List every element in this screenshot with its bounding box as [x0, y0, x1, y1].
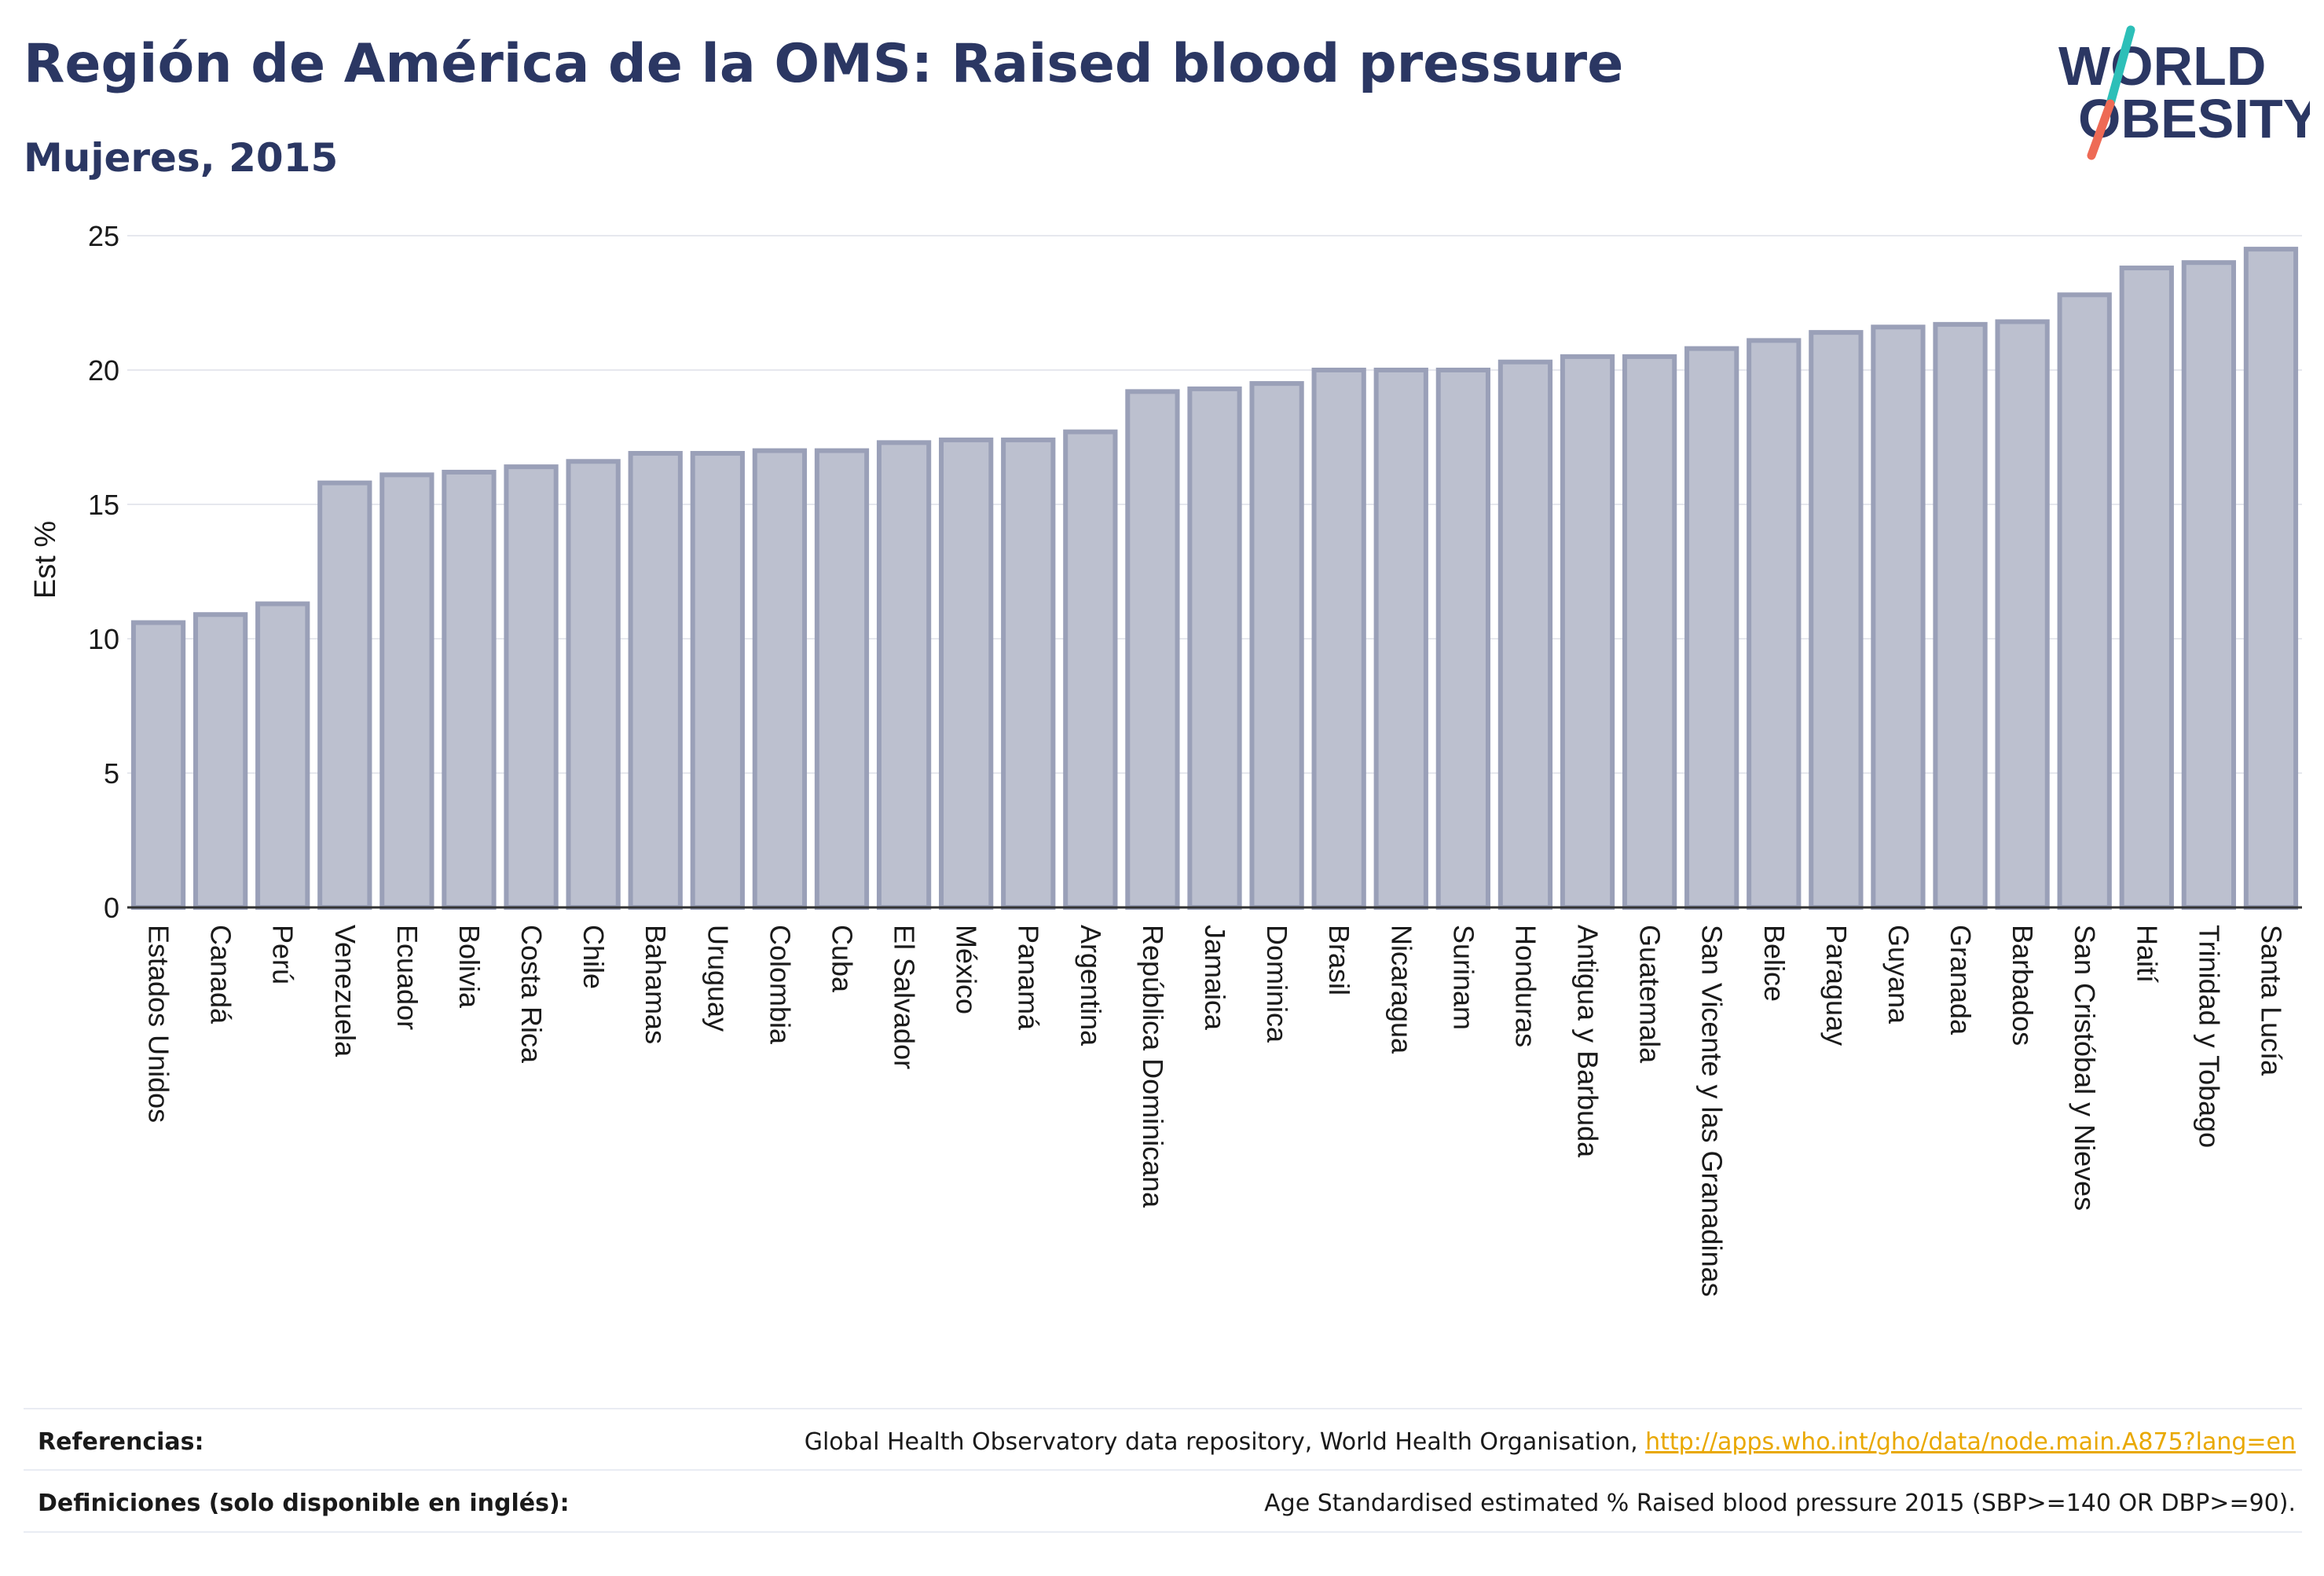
bar: [1622, 354, 1677, 910]
x-tick-label: Panamá: [1013, 925, 1045, 1031]
bar: [1311, 368, 1366, 910]
bar: [1373, 368, 1428, 910]
y-tick-label: 5: [104, 757, 119, 790]
x-tick-label: Belice: [1758, 925, 1791, 1002]
x-tick-label: Nicaragua: [1385, 925, 1417, 1054]
bar: [1933, 321, 1988, 910]
x-tick-label: Uruguay: [702, 925, 734, 1032]
bar: [1435, 368, 1490, 910]
bar: [566, 459, 621, 910]
x-tick-label: Bolivia: [453, 925, 486, 1009]
x-tick-label: Antigua y Barbuda: [1572, 925, 1604, 1158]
x-tick-label: Jamaica: [1199, 925, 1231, 1031]
y-tick-label: 0: [104, 892, 119, 924]
x-tick-label: Barbados: [2007, 925, 2039, 1046]
y-tick-label: 10: [88, 623, 119, 655]
bar: [1747, 338, 1802, 910]
x-tick-label: Dominica: [1261, 925, 1293, 1043]
footer-references: Referencias: Global Health Observatory d…: [24, 1408, 2302, 1474]
bar: [317, 480, 372, 910]
bar: [2243, 247, 2299, 911]
bar: [442, 469, 497, 910]
bar: [2119, 266, 2174, 911]
bar: [939, 437, 994, 910]
bar: [1995, 319, 2050, 910]
bar: [1871, 324, 1926, 910]
footer-definitions: Definiciones (solo disponible en inglés)…: [24, 1469, 2302, 1535]
x-tick-label: Chile: [577, 925, 610, 989]
y-axis-ticks: 0 5 10 15 20 25: [88, 220, 119, 924]
bar: [1560, 354, 1615, 910]
x-tick-label: Perú: [267, 925, 299, 984]
chart-subtitle: Mujeres, 2015: [24, 135, 339, 181]
y-tick-label: 20: [88, 354, 119, 387]
x-tick-label: San Vicente y las Granadinas: [1696, 925, 1728, 1297]
definitions-text: Age Standardised estimated % Raised bloo…: [1264, 1489, 2296, 1517]
bar: [690, 451, 745, 910]
logo-slash-teal: [2106, 25, 2135, 108]
x-tick-label: Estados Unidos: [143, 925, 175, 1123]
references-label: Referencias:: [38, 1428, 204, 1456]
y-tick-label: 25: [88, 220, 119, 252]
bar: [1684, 346, 1739, 910]
x-tick-label: Trinidad y Tobago: [2193, 925, 2225, 1148]
bar: [504, 464, 559, 910]
references-text: Global Health Observatory data repositor…: [804, 1428, 1646, 1456]
bar: [1001, 437, 1056, 910]
bar: [628, 451, 683, 910]
bar: [814, 448, 870, 910]
bar: [1125, 389, 1180, 910]
x-tick-label: Santa Lucía: [2255, 925, 2287, 1076]
bar: [1063, 429, 1118, 910]
x-tick-label: Granada: [1945, 925, 1977, 1035]
bars: [130, 247, 2299, 911]
bar-chart: 0 5 10 15 20 25 Estados Unidos Canadá Perú Venez…: [29, 220, 2302, 1297]
bar: [2057, 292, 2112, 910]
bar: [379, 472, 434, 910]
bar: [752, 448, 808, 910]
footer-divider: [24, 1531, 2302, 1533]
x-tick-label: Guatemala: [1634, 925, 1666, 1064]
x-tick-label: Canadá: [205, 925, 237, 1024]
chart-title: Región de América de la OMS: Raised bloo…: [24, 33, 1624, 95]
x-tick-label: Venezuela: [329, 925, 361, 1057]
x-tick-label: Ecuador: [391, 925, 423, 1030]
x-tick-label: Brasil: [1323, 925, 1355, 995]
x-tick-label: San Cristóbal y Nieves: [2069, 925, 2101, 1211]
y-axis-label: Est %: [29, 521, 62, 599]
bar: [130, 620, 186, 910]
x-tick-label: Surinam: [1447, 925, 1479, 1030]
x-tick-label: Bahamas: [640, 925, 672, 1044]
references-value: Global Health Observatory data repositor…: [805, 1428, 2302, 1456]
x-tick-label: Colombia: [764, 925, 796, 1045]
x-tick-label: Costa Rica: [515, 925, 548, 1064]
references-link[interactable]: http://apps.who.int/gho/data/node.main.A…: [1645, 1428, 2296, 1456]
logo-text-obesity: OBESITY: [2078, 88, 2310, 149]
x-tick-label: Argentina: [1075, 925, 1107, 1046]
bar: [2181, 260, 2237, 910]
x-tick-label: Cuba: [826, 925, 858, 993]
bar: [1497, 359, 1553, 910]
bar: [876, 440, 932, 910]
world-obesity-logo: WORLD OBESITY: [2058, 25, 2310, 160]
bar: [1249, 381, 1304, 911]
x-axis-ticks: Estados Unidos Canadá Perú Venezuela Ecuador…: [143, 925, 2288, 1297]
bar: [255, 601, 310, 910]
x-tick-label: Paraguay: [1820, 925, 1853, 1046]
bar: [192, 612, 248, 910]
x-tick-label: Guyana: [1882, 925, 1915, 1024]
bar: [1809, 330, 1864, 910]
y-tick-label: 15: [88, 489, 119, 521]
x-tick-label: El Salvador: [889, 925, 921, 1069]
x-tick-label: Haití: [2131, 925, 2163, 983]
logo-slash-coral: [2087, 99, 2115, 160]
bar: [1187, 386, 1242, 910]
logo-text-world: WORLD: [2058, 35, 2266, 97]
x-tick-label: República Dominicana: [1137, 925, 1169, 1208]
x-tick-label: Honduras: [1509, 925, 1541, 1047]
definitions-label: Definiciones (solo disponible en inglés)…: [38, 1489, 570, 1517]
x-tick-label: México: [951, 925, 983, 1014]
